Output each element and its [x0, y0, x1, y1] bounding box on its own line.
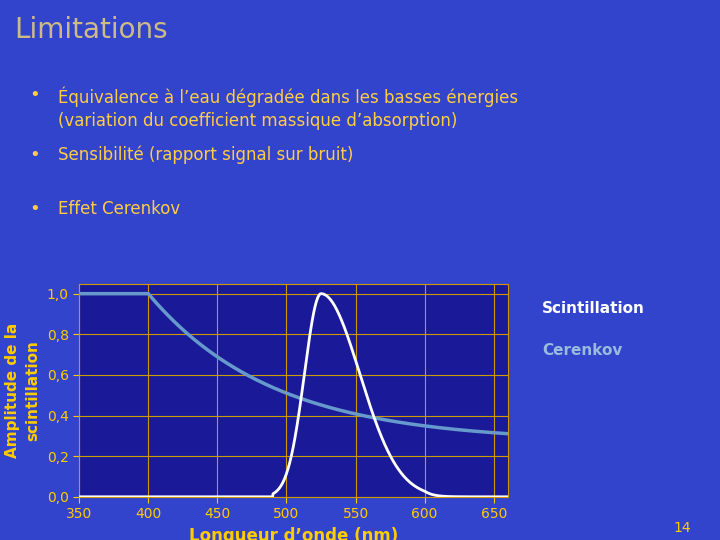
- Text: •: •: [29, 86, 40, 104]
- Text: Limitations: Limitations: [14, 16, 168, 44]
- Y-axis label: Amplitude de la
scintillation: Amplitude de la scintillation: [5, 322, 40, 458]
- Text: •: •: [29, 146, 40, 164]
- Text: 14: 14: [674, 521, 691, 535]
- Text: Cerenkov: Cerenkov: [542, 343, 622, 358]
- Text: Équivalence à l’eau dégradée dans les basses énergies
(variation du coefficient : Équivalence à l’eau dégradée dans les ba…: [58, 86, 518, 130]
- X-axis label: Longueur d’onde (nm): Longueur d’onde (nm): [189, 527, 398, 540]
- Text: •: •: [29, 200, 40, 218]
- Text: Effet Cerenkov: Effet Cerenkov: [58, 200, 180, 218]
- Text: Sensibilité (rapport signal sur bruit): Sensibilité (rapport signal sur bruit): [58, 146, 353, 164]
- Text: Scintillation: Scintillation: [542, 301, 644, 315]
